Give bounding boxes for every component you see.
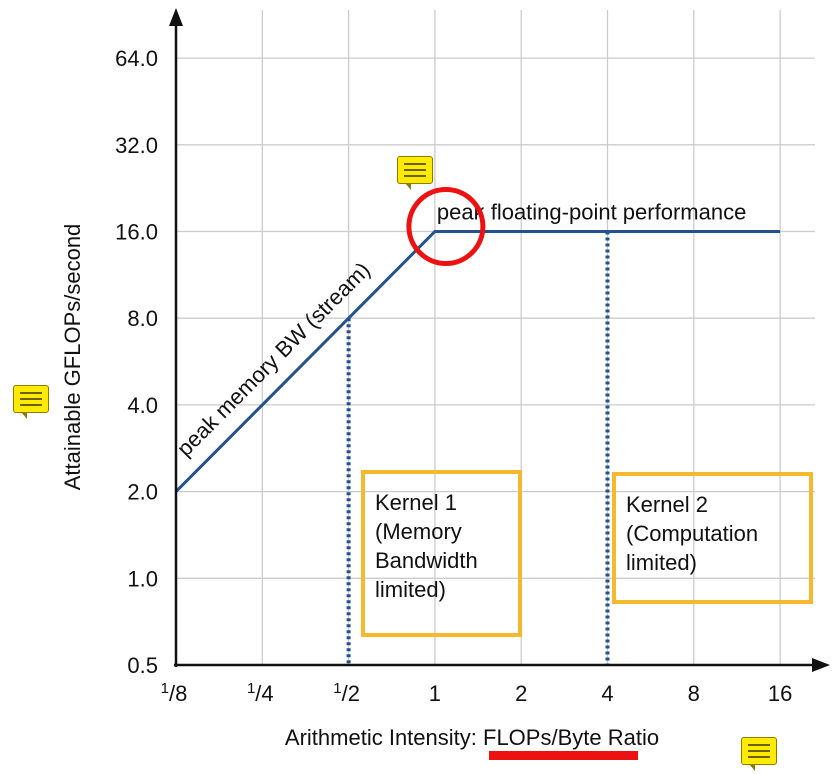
comment-note-icon[interactable] bbox=[741, 737, 777, 771]
y-tick-label: 0.5 bbox=[127, 653, 158, 678]
y-tick-label: 1.0 bbox=[127, 566, 158, 591]
y-tick-label: 64.0 bbox=[115, 46, 158, 71]
y-axis-arrow bbox=[169, 8, 183, 26]
x-axis-label-prefix: Arithmetic Intensity: bbox=[285, 725, 483, 750]
y-axis-label: Attainable GFLOPs/second bbox=[60, 224, 85, 491]
y-tick-label: 4.0 bbox=[127, 393, 158, 418]
kernel1-line: Bandwidth bbox=[375, 548, 478, 573]
kernel1-line: Kernel 1 bbox=[375, 490, 457, 515]
x-axis-label-suffix: Ratio bbox=[602, 725, 659, 750]
x-tick-label: 2 bbox=[515, 681, 527, 706]
kernel-markers bbox=[346, 231, 610, 665]
y-tick-label: 32.0 bbox=[115, 133, 158, 158]
kernel2-line: (Computation bbox=[626, 521, 759, 546]
kernel1-line: (Memory bbox=[375, 519, 462, 544]
kernel2-line: Kernel 2 bbox=[626, 492, 708, 517]
x-tick-label: 4 bbox=[601, 681, 613, 706]
kernel1-text: Kernel 1 (Memory Bandwidth limited) bbox=[365, 474, 518, 604]
y-tick-labels: 0.5 1.0 2.0 4.0 8.0 16.0 32.0 64.0 bbox=[115, 46, 158, 678]
comment-note-icon[interactable] bbox=[397, 156, 433, 190]
x-axis-label-highlight: FLOPs/Byte bbox=[483, 725, 602, 750]
x-tick-label: 1/4 bbox=[247, 680, 274, 706]
y-tick-label: 16.0 bbox=[115, 220, 158, 245]
kernel2-text: Kernel 2 (Computation limited) bbox=[616, 476, 809, 577]
red-underline bbox=[489, 751, 638, 760]
peak-fp-annotation: peak floating-point performance bbox=[437, 200, 746, 225]
y-tick-label: 8.0 bbox=[127, 306, 158, 331]
x-tick-label: 1 bbox=[429, 681, 441, 706]
highlight-circle bbox=[406, 187, 486, 266]
x-tick-label: 8 bbox=[688, 681, 700, 706]
axes bbox=[169, 8, 830, 672]
kernel1-box: Kernel 1 (Memory Bandwidth limited) bbox=[361, 470, 522, 637]
x-axis-label: Arithmetic Intensity: FLOPs/Byte Ratio bbox=[285, 725, 659, 750]
x-tick-label: 1/2 bbox=[333, 680, 360, 706]
x-tick-label: 16 bbox=[768, 681, 792, 706]
kernel1-line: limited) bbox=[375, 577, 446, 602]
memory-bw-annotation: peak memory BW (stream) bbox=[172, 257, 375, 461]
x-axis-arrow bbox=[812, 658, 830, 672]
x-tick-labels: 1/8 1/4 1/2 1 2 4 8 16 bbox=[161, 680, 793, 706]
roofline-line bbox=[174, 230, 781, 493]
comment-note-icon[interactable] bbox=[13, 385, 49, 419]
kernel2-box: Kernel 2 (Computation limited) bbox=[612, 472, 813, 604]
x-tick-label: 1/8 bbox=[161, 680, 188, 706]
y-tick-label: 2.0 bbox=[127, 480, 158, 505]
grid-lines bbox=[176, 10, 815, 665]
kernel2-line: limited) bbox=[626, 550, 697, 575]
roofline-series bbox=[174, 230, 781, 493]
